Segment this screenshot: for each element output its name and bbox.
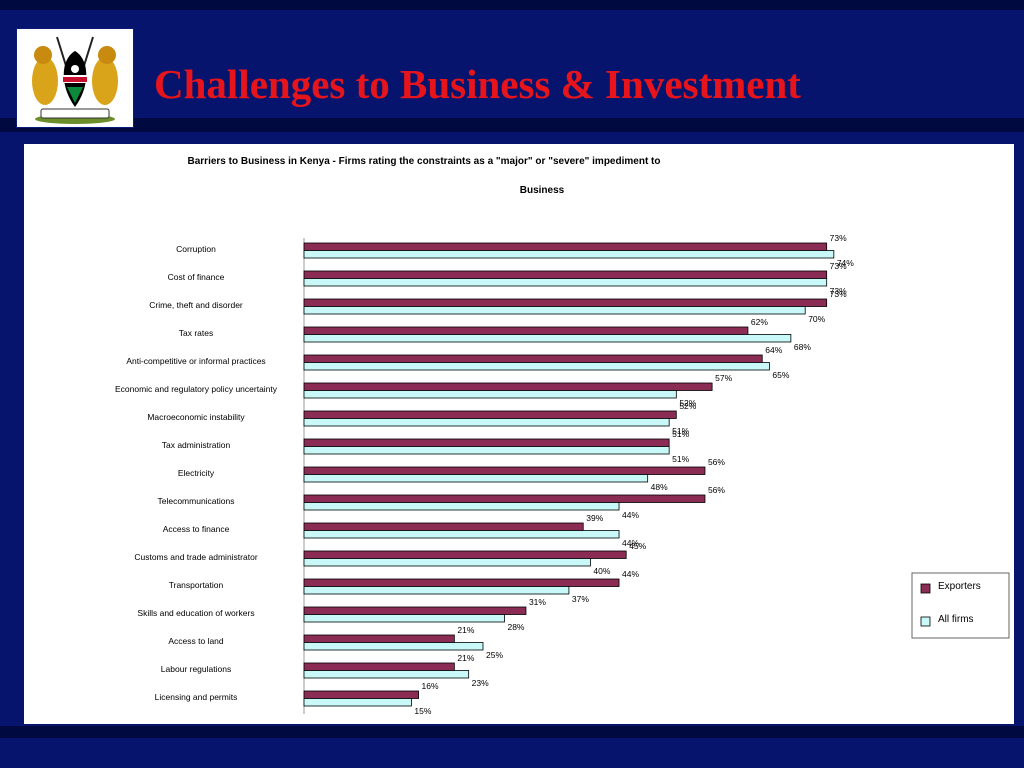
bar-exporters-transportation xyxy=(303,578,620,587)
bar-exporters-tax-administration xyxy=(303,438,670,447)
bar-exporters-telecommunications xyxy=(303,494,706,503)
value-label-exporters-corruption: 73% xyxy=(830,233,847,243)
bar-exporters-corruption xyxy=(303,242,828,251)
bar-exporters-crime-theft-and-disorder xyxy=(303,298,828,307)
background-stripe xyxy=(0,726,1024,738)
category-label-crime-theft-and-disorder: Crime, theft and disorder xyxy=(149,300,243,310)
category-label-labour-regulations: Labour regulations xyxy=(161,664,231,674)
legend-label-exporters: Exporters xyxy=(938,581,981,592)
value-label-exporters-tax-rates: 62% xyxy=(751,317,768,327)
category-label-customs-and-trade-administrator: Customs and trade administrator xyxy=(134,552,257,562)
value-label-all-firms-electricity: 48% xyxy=(651,482,668,492)
value-label-exporters-cost-of-finance: 73% xyxy=(830,261,847,271)
legend-swatch-all-firms xyxy=(920,616,931,627)
value-label-all-firms-labour-regulations: 23% xyxy=(472,678,489,688)
bar-all-firms-customs-and-trade-administrator xyxy=(303,558,591,567)
bar-exporters-electricity xyxy=(303,466,706,475)
bar-exporters-licensing-and-permits xyxy=(303,690,419,699)
value-label-exporters-access-to-land: 21% xyxy=(457,625,474,635)
value-label-exporters-macroeconomic-instability: 52% xyxy=(679,401,696,411)
chart-panel: Barriers to Business in Kenya - Firms ra… xyxy=(24,144,1014,724)
slide-title: Challenges to Business & Investment xyxy=(154,61,801,107)
bar-all-firms-corruption xyxy=(303,250,835,259)
category-label-anti-competitive-or-informal-practices: Anti-competitive or informal practices xyxy=(126,356,265,366)
bar-exporters-customs-and-trade-administrator xyxy=(303,550,627,559)
bar-all-firms-macroeconomic-instability xyxy=(303,418,670,427)
value-label-exporters-electricity: 56% xyxy=(708,457,725,467)
bar-exporters-skills-and-education-of-workers xyxy=(303,606,527,615)
category-label-electricity: Electricity xyxy=(178,468,215,478)
bar-all-firms-telecommunications xyxy=(303,502,620,511)
bar-all-firms-labour-regulations xyxy=(303,670,470,679)
value-label-exporters-licensing-and-permits: 16% xyxy=(422,681,439,691)
category-label-access-to-land: Access to land xyxy=(168,636,224,646)
bar-exporters-anti-competitive-or-informal-practices xyxy=(303,354,763,363)
value-label-all-firms-access-to-finance: 44% xyxy=(622,538,639,548)
value-label-all-firms-tax-administration: 51% xyxy=(672,454,689,464)
category-label-macroeconomic-instability: Macroeconomic instability xyxy=(147,412,245,422)
bar-exporters-macroeconomic-instability xyxy=(303,410,677,419)
bar-all-firms-cost-of-finance xyxy=(303,278,828,287)
category-label-tax-rates: Tax rates xyxy=(179,328,214,338)
value-label-all-firms-skills-and-education-of-workers: 28% xyxy=(507,622,524,632)
bar-all-firms-access-to-land xyxy=(303,642,484,651)
chart-title: Barriers to Business in Kenya - Firms ra… xyxy=(188,156,661,167)
bar-exporters-labour-regulations xyxy=(303,662,455,671)
value-label-exporters-crime-theft-and-disorder: 73% xyxy=(830,289,847,299)
value-label-all-firms-transportation: 37% xyxy=(572,594,589,604)
bar-exporters-access-to-finance xyxy=(303,522,584,531)
bar-all-firms-transportation xyxy=(303,586,570,595)
bar-all-firms-electricity xyxy=(303,474,649,483)
bar-all-firms-skills-and-education-of-workers xyxy=(303,614,505,623)
bar-chart: Barriers to Business in Kenya - Firms ra… xyxy=(115,156,1010,716)
value-label-all-firms-corruption: 74% xyxy=(837,258,854,268)
value-label-exporters-telecommunications: 56% xyxy=(708,485,725,495)
kenya-coat-of-arms-icon xyxy=(17,29,133,127)
value-label-all-firms-telecommunications: 44% xyxy=(622,510,639,520)
value-label-all-firms-crime-theft-and-disorder: 70% xyxy=(808,314,825,324)
value-label-all-firms-macroeconomic-instability: 51% xyxy=(672,426,689,436)
value-label-all-firms-tax-rates: 68% xyxy=(794,342,811,352)
value-label-exporters-customs-and-trade-administrator: 45% xyxy=(629,541,646,551)
bar-exporters-access-to-land xyxy=(303,634,455,643)
category-label-economic-and-regulatory-policy-uncertainty: Economic and regulatory policy uncertain… xyxy=(115,384,278,394)
bar-all-firms-tax-administration xyxy=(303,446,670,455)
bar-all-firms-economic-and-regulatory-policy-uncertainty xyxy=(303,390,677,399)
value-label-exporters-anti-competitive-or-informal-practices: 64% xyxy=(765,345,782,355)
category-label-access-to-finance: Access to finance xyxy=(163,524,230,534)
value-label-exporters-access-to-finance: 39% xyxy=(586,513,603,523)
bar-all-firms-crime-theft-and-disorder xyxy=(303,306,806,315)
category-label-telecommunications: Telecommunications xyxy=(157,496,234,506)
bar-all-firms-licensing-and-permits xyxy=(303,698,412,707)
bar-all-firms-access-to-finance xyxy=(303,530,620,539)
value-label-exporters-labour-regulations: 21% xyxy=(457,653,474,663)
chart-title-line2: Business xyxy=(520,185,565,196)
value-label-exporters-transportation: 44% xyxy=(622,569,639,579)
bar-exporters-tax-rates xyxy=(303,326,749,335)
background-stripe xyxy=(0,0,1024,10)
category-label-skills-and-education-of-workers: Skills and education of workers xyxy=(137,608,254,618)
category-label-licensing-and-permits: Licensing and permits xyxy=(155,692,238,702)
bar-exporters-cost-of-finance xyxy=(303,270,828,279)
category-label-cost-of-finance: Cost of finance xyxy=(168,272,225,282)
category-label-transportation: Transportation xyxy=(169,580,224,590)
value-label-exporters-skills-and-education-of-workers: 31% xyxy=(529,597,546,607)
bar-all-firms-anti-competitive-or-informal-practices xyxy=(303,362,770,371)
background-stripe xyxy=(0,118,1024,132)
value-label-all-firms-economic-and-regulatory-policy-uncertainty: 52% xyxy=(679,398,696,408)
bar-exporters-economic-and-regulatory-policy-uncertainty xyxy=(303,382,713,391)
value-label-all-firms-access-to-land: 25% xyxy=(486,650,503,660)
legend-label-all-firms: All firms xyxy=(938,614,974,625)
value-label-exporters-tax-administration: 51% xyxy=(672,429,689,439)
category-label-corruption: Corruption xyxy=(176,244,216,254)
bar-all-firms-tax-rates xyxy=(303,334,792,343)
value-label-all-firms-cost-of-finance: 73% xyxy=(830,286,847,296)
value-label-all-firms-customs-and-trade-administrator: 40% xyxy=(593,566,610,576)
value-label-all-firms-anti-competitive-or-informal-practices: 65% xyxy=(772,370,789,380)
category-label-tax-administration: Tax administration xyxy=(162,440,231,450)
value-label-exporters-economic-and-regulatory-policy-uncertainty: 57% xyxy=(715,373,732,383)
value-label-all-firms-licensing-and-permits: 15% xyxy=(414,706,431,716)
legend-swatch-exporters xyxy=(920,583,931,594)
